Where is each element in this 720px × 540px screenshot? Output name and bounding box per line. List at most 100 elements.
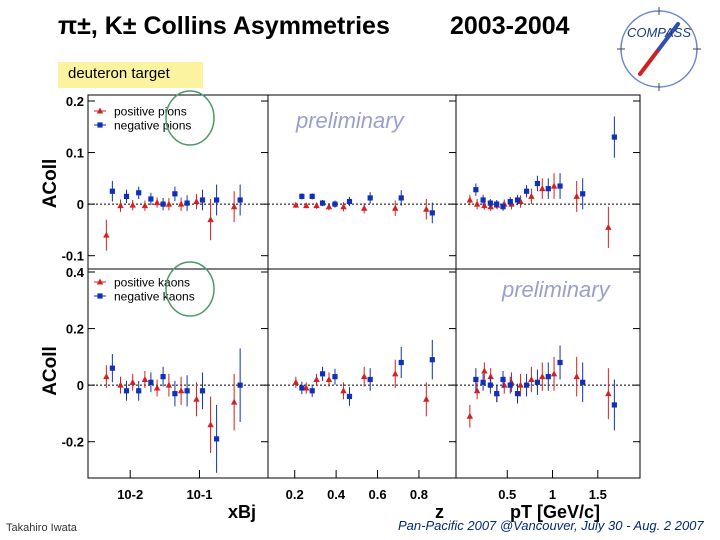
data-point-0-1-1-0 xyxy=(299,193,305,199)
data-point-0-1-1-2 xyxy=(319,200,326,206)
preliminary-watermark-0: preliminary xyxy=(295,108,406,133)
data-point-0-0-0-8 xyxy=(207,216,214,223)
data-point-1-0-1-7 xyxy=(423,395,430,402)
data-point-1-1-2-5 xyxy=(507,382,513,388)
data-point-0-1-2-3 xyxy=(494,201,500,207)
data-point-0-1-0-0 xyxy=(109,188,115,194)
data-point-0-0-1-4 xyxy=(340,203,347,210)
data-point-1-1-1-6 xyxy=(398,359,404,366)
target-label: deuteron target xyxy=(58,62,203,88)
data-point-1-1-0-3 xyxy=(148,379,154,385)
data-point-0-0-2-10 xyxy=(550,182,558,189)
data-point-0-1-1-7 xyxy=(429,210,435,216)
data-point-1-1-0-2 xyxy=(136,388,142,394)
y-tick-label-0-2: 0 xyxy=(77,197,84,212)
data-point-1-1-2-11 xyxy=(580,379,586,385)
data-point-1-1-1-1 xyxy=(309,388,315,394)
data-point-1-1-2-2 xyxy=(487,382,493,388)
y-axis-label-1: AColl xyxy=(40,346,61,396)
legend-highlight-1 xyxy=(165,261,215,317)
compass-logo-needle-red xyxy=(638,47,661,76)
data-point-1-1-2-7 xyxy=(523,382,530,388)
x-tick-label-2-1: 1 xyxy=(549,487,556,502)
y-axis-label-0: AColl xyxy=(40,159,61,209)
data-point-1-0-2-1 xyxy=(473,387,481,394)
y-tick-label-1-1: 0.2 xyxy=(66,322,84,337)
data-point-1-1-0-1 xyxy=(123,388,130,394)
y-tick-label-0-0: 0.2 xyxy=(66,94,84,109)
data-point-1-1-1-5 xyxy=(367,376,373,383)
data-point-1-0-1-0 xyxy=(292,378,300,385)
slide-title: π±, K± Collins Asymmetries xyxy=(58,12,390,40)
data-point-0-1-0-7 xyxy=(199,197,206,203)
data-point-1-1-0-6 xyxy=(184,388,190,394)
data-point-1-1-1-2 xyxy=(319,371,326,377)
y-tick-label-1-3: -0.2 xyxy=(62,435,84,450)
compass-logo-text: COMPASS xyxy=(627,25,691,40)
legend-label-1-1: negative kaons xyxy=(114,290,195,304)
data-point-1-1-0-9 xyxy=(237,382,243,388)
data-point-1-1-0-5 xyxy=(172,391,178,397)
data-point-1-0-2-8 xyxy=(528,375,535,382)
data-point-1-1-1-4 xyxy=(346,393,353,400)
x-tick-label-0-0: 10-2 xyxy=(117,487,143,502)
data-point-1-0-0-4 xyxy=(153,384,161,391)
data-point-0-1-2-5 xyxy=(507,198,513,205)
data-point-1-1-2-10 xyxy=(557,359,563,366)
data-point-0-0-1-1 xyxy=(303,202,310,209)
data-point-0-0-2-11 xyxy=(573,192,580,199)
data-point-1-0-2-12 xyxy=(605,390,612,397)
y-tick-label-0-1: 0.1 xyxy=(66,146,84,161)
data-point-0-1-0-4 xyxy=(160,201,166,207)
data-point-1-0-2-3 xyxy=(487,373,494,380)
compass-logo: COMPASS xyxy=(617,7,701,91)
data-point-1-1-0-4 xyxy=(160,374,166,380)
data-point-1-1-1-0 xyxy=(299,385,305,391)
data-point-1-0-2-0 xyxy=(466,412,474,419)
data-point-0-1-1-4 xyxy=(346,198,353,205)
data-point-0-1-2-4 xyxy=(500,204,506,210)
data-point-0-1-2-7 xyxy=(523,188,530,194)
legend-label-1-0: positive kaons xyxy=(114,276,190,290)
data-point-0-1-1-5 xyxy=(367,195,373,201)
data-point-1-0-0-2 xyxy=(129,378,136,385)
legend-marker-0-1 xyxy=(97,122,103,128)
data-point-0-0-0-1 xyxy=(117,202,124,209)
x-axis-title-1: z xyxy=(435,502,444,522)
data-point-0-1-0-8 xyxy=(213,197,220,203)
data-point-0-1-2-2 xyxy=(487,200,493,206)
data-point-0-0-0-9 xyxy=(230,203,238,210)
data-point-1-0-0-1 xyxy=(117,381,124,388)
data-point-1-0-0-9 xyxy=(230,398,238,405)
data-point-0-1-2-10 xyxy=(557,183,563,189)
data-point-1-1-2-4 xyxy=(500,376,506,383)
x-axis-title-2: pT [GeV/c] xyxy=(510,502,600,522)
data-point-0-1-2-8 xyxy=(534,180,541,187)
data-point-0-0-0-4 xyxy=(153,199,161,206)
x-tick-label-1-3: 0.8 xyxy=(410,487,428,502)
y-tick-label-0-3: -0.1 xyxy=(62,249,84,264)
data-point-1-0-1-4 xyxy=(340,387,347,394)
data-point-0-1-0-3 xyxy=(148,196,154,202)
data-point-1-0-2-9 xyxy=(539,373,546,380)
x-tick-label-1-0: 0.2 xyxy=(286,487,304,502)
data-point-1-1-0-7 xyxy=(199,388,206,394)
data-point-1-1-0-8 xyxy=(213,436,220,442)
x-tick-label-2-2: 1.5 xyxy=(589,487,607,502)
data-point-0-0-2-9 xyxy=(539,185,546,192)
data-point-1-0-0-5 xyxy=(165,381,173,388)
data-point-1-1-2-6 xyxy=(514,391,521,397)
legend-highlight-0 xyxy=(165,90,215,146)
data-point-0-0-0-6 xyxy=(177,200,185,207)
data-point-1-0-2-11 xyxy=(573,373,580,380)
y-tick-label-1-0: 0.4 xyxy=(66,265,85,280)
data-point-0-1-2-1 xyxy=(480,197,486,203)
x-tick-label-0-1: 10-1 xyxy=(186,487,212,502)
data-point-1-1-2-0 xyxy=(473,376,479,383)
legend-label-0-0: positive pions xyxy=(114,105,187,119)
data-point-1-0-0-3 xyxy=(141,375,149,382)
data-point-0-0-1-2 xyxy=(313,202,320,209)
x-tick-label-2-0: 0.5 xyxy=(498,487,516,502)
data-point-0-1-1-1 xyxy=(309,193,315,199)
